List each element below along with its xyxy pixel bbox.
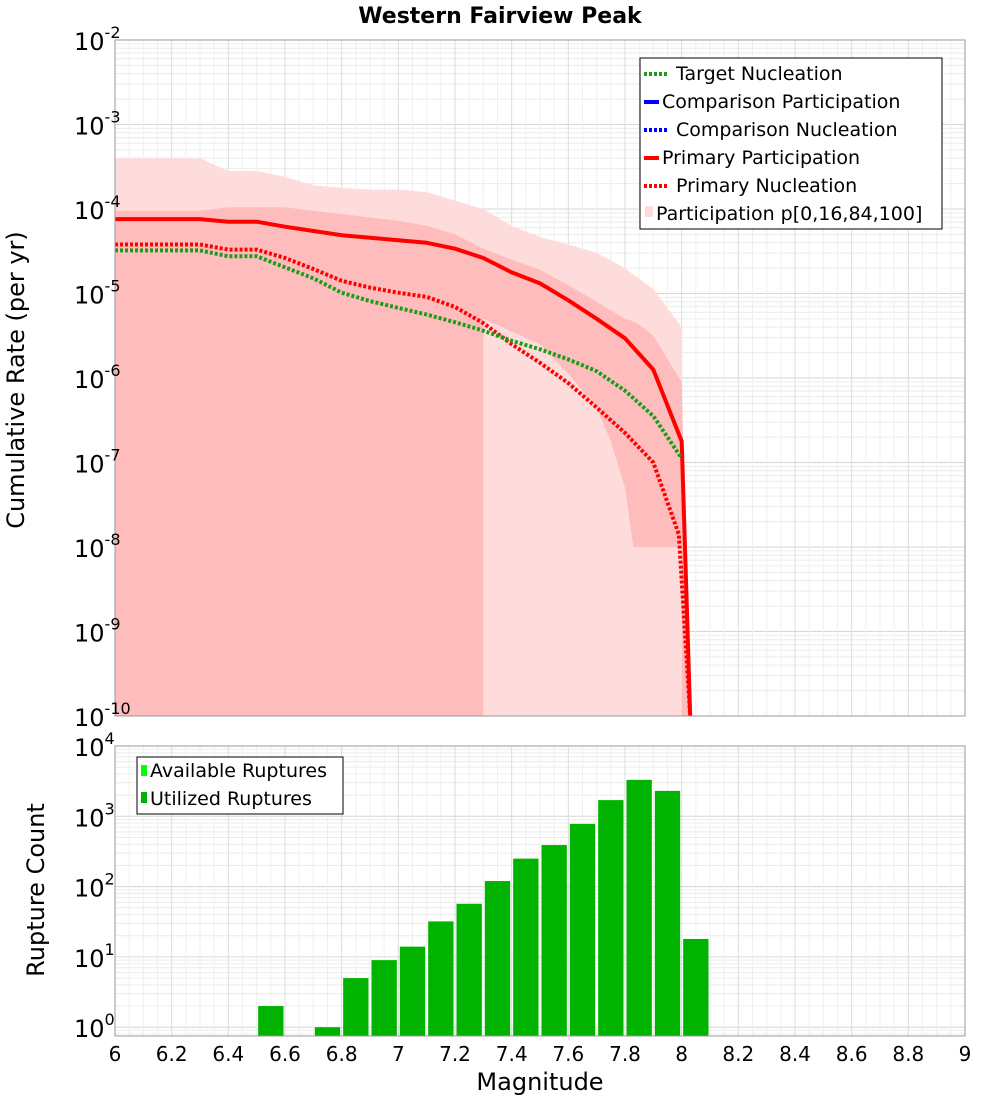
rupture-xtick-label: 6.4 [212,1042,244,1066]
rupture-bar [626,779,652,1036]
rupture-ytick-label: 100 [74,1010,115,1043]
rupture-bar [598,800,624,1036]
rate-ytick-label: 10-8 [74,530,121,563]
rupture-xtick-label: 7.6 [552,1042,584,1066]
legend-label-available-ruptures: Available Ruptures [150,760,327,782]
rupture-bar [683,938,709,1036]
rupture-bar [428,921,454,1036]
rate-ytick-label: 10-4 [74,192,121,225]
rupture-xtick-label: 8.8 [892,1042,924,1066]
rupture-bar [314,1027,341,1036]
rupture-xtick-label: 6.2 [156,1042,188,1066]
rate-ytick-label: 10-9 [74,615,121,648]
rupture-plot-frame [114,745,966,1037]
series-primary-nucleation [115,242,693,717]
rupture-ytick-label: 101 [74,940,115,973]
rupture-ytick-label: 102 [74,870,115,903]
rate-plot-ylabel: Cumulative Rate (per yr) [2,231,30,529]
rupture-xtick-label: 8.2 [722,1042,754,1066]
rate-legend-frame [639,57,943,230]
rupture-xtick-label: 6.8 [326,1042,358,1066]
rupture-plot-xlabel: Magnitude [476,1068,603,1096]
rupture-xtick-label: 6.6 [269,1042,301,1066]
rupture-xtick-label: 7.8 [609,1042,641,1066]
legend-label-primary-participation: Primary Participation [662,147,860,169]
legend-swatch-available-ruptures [141,765,147,776]
rupture-xtick-label: 7 [392,1042,405,1066]
rupture-ytick-label: 104 [74,729,115,762]
rupture-bar [258,1006,284,1036]
rate-ytick-label: 10-2 [74,23,121,56]
legend-label-comparison-participation: Comparison Participation [662,91,900,113]
rate-plot-legend: Target Nucleation Comparison Participati… [639,57,943,230]
rupture-bar [343,978,369,1036]
rupture-xtick-label: 9 [959,1042,972,1066]
chart-title: Western Fairview Peak [358,4,643,29]
legend-label-primary-nucleation: Primary Nucleation [676,175,857,197]
rate-ytick-label: 10-10 [74,699,131,732]
rupture-xtick-label: 6 [109,1042,122,1066]
legend-swatch-utilized-ruptures [141,792,147,803]
rupture-plot-grid [114,746,966,1036]
series-target-nucleation [115,248,684,460]
rupture-bar [399,946,426,1036]
rupture-bar [541,845,567,1036]
rupture-xtick-label: 8.6 [836,1042,868,1066]
rupture-xtick-label: 8 [675,1042,688,1066]
rupture-plot-bars [258,779,709,1036]
rupture-plot-legend: Available Ruptures Utilized Ruptures [136,756,344,815]
rupture-count-plot: 104 103 102 101 100 6 6.2 6.4 6.6 6.8 7 7.2 7.4 7.6 7… [22,729,971,1096]
rate-ytick-label: 10-5 [74,277,121,310]
rate-plot-lines [115,217,693,717]
rate-plot-bands [115,158,691,717]
rupture-bar [513,858,539,1036]
band-p0-p100-lower-edge [483,318,682,716]
rupture-legend-frame [136,756,344,815]
rate-ytick-label: 10-6 [74,361,121,394]
rate-plot-y-ticks: 10-2 10-3 10-4 10-5 10-6 10-7 10-8 10-9 10-10 [74,23,131,732]
legend-label-participation-band: Participation p[0,16,84,100] [656,203,922,225]
rupture-bar [371,960,397,1036]
series-primary-participation [115,217,693,717]
rupture-plot-y-ticks: 104 103 102 101 100 [74,729,115,1043]
legend-label-target-nucleation: Target Nucleation [675,63,843,85]
rupture-bar [456,903,482,1036]
rupture-xtick-label: 7.2 [439,1042,471,1066]
rupture-ytick-label: 103 [74,799,115,832]
rate-plot-frame [114,39,966,717]
rate-ytick-label: 10-3 [74,108,121,141]
rupture-bar [569,823,596,1036]
rupture-plot-x-ticks: 6 6.2 6.4 6.6 6.8 7 7.2 7.4 7.6 7.8 8 8.2 8.4 8.6 8.8 9 [109,1042,972,1066]
rate-plot: 10-2 10-3 10-4 10-5 10-6 10-7 10-8 10-9 10-10 Cu… [2,23,966,732]
rupture-xtick-label: 8.4 [779,1042,811,1066]
legend-label-comparison-nucleation: Comparison Nucleation [676,119,898,141]
rupture-xtick-label: 7.4 [496,1042,528,1066]
rupture-plot-ylabel: Rupture Count [22,803,50,977]
rupture-bar [654,790,681,1036]
legend-label-utilized-ruptures: Utilized Ruptures [150,788,312,810]
rupture-bar [484,881,511,1036]
rate-ytick-label: 10-7 [74,446,121,479]
legend-swatch-participation-band [645,206,653,217]
